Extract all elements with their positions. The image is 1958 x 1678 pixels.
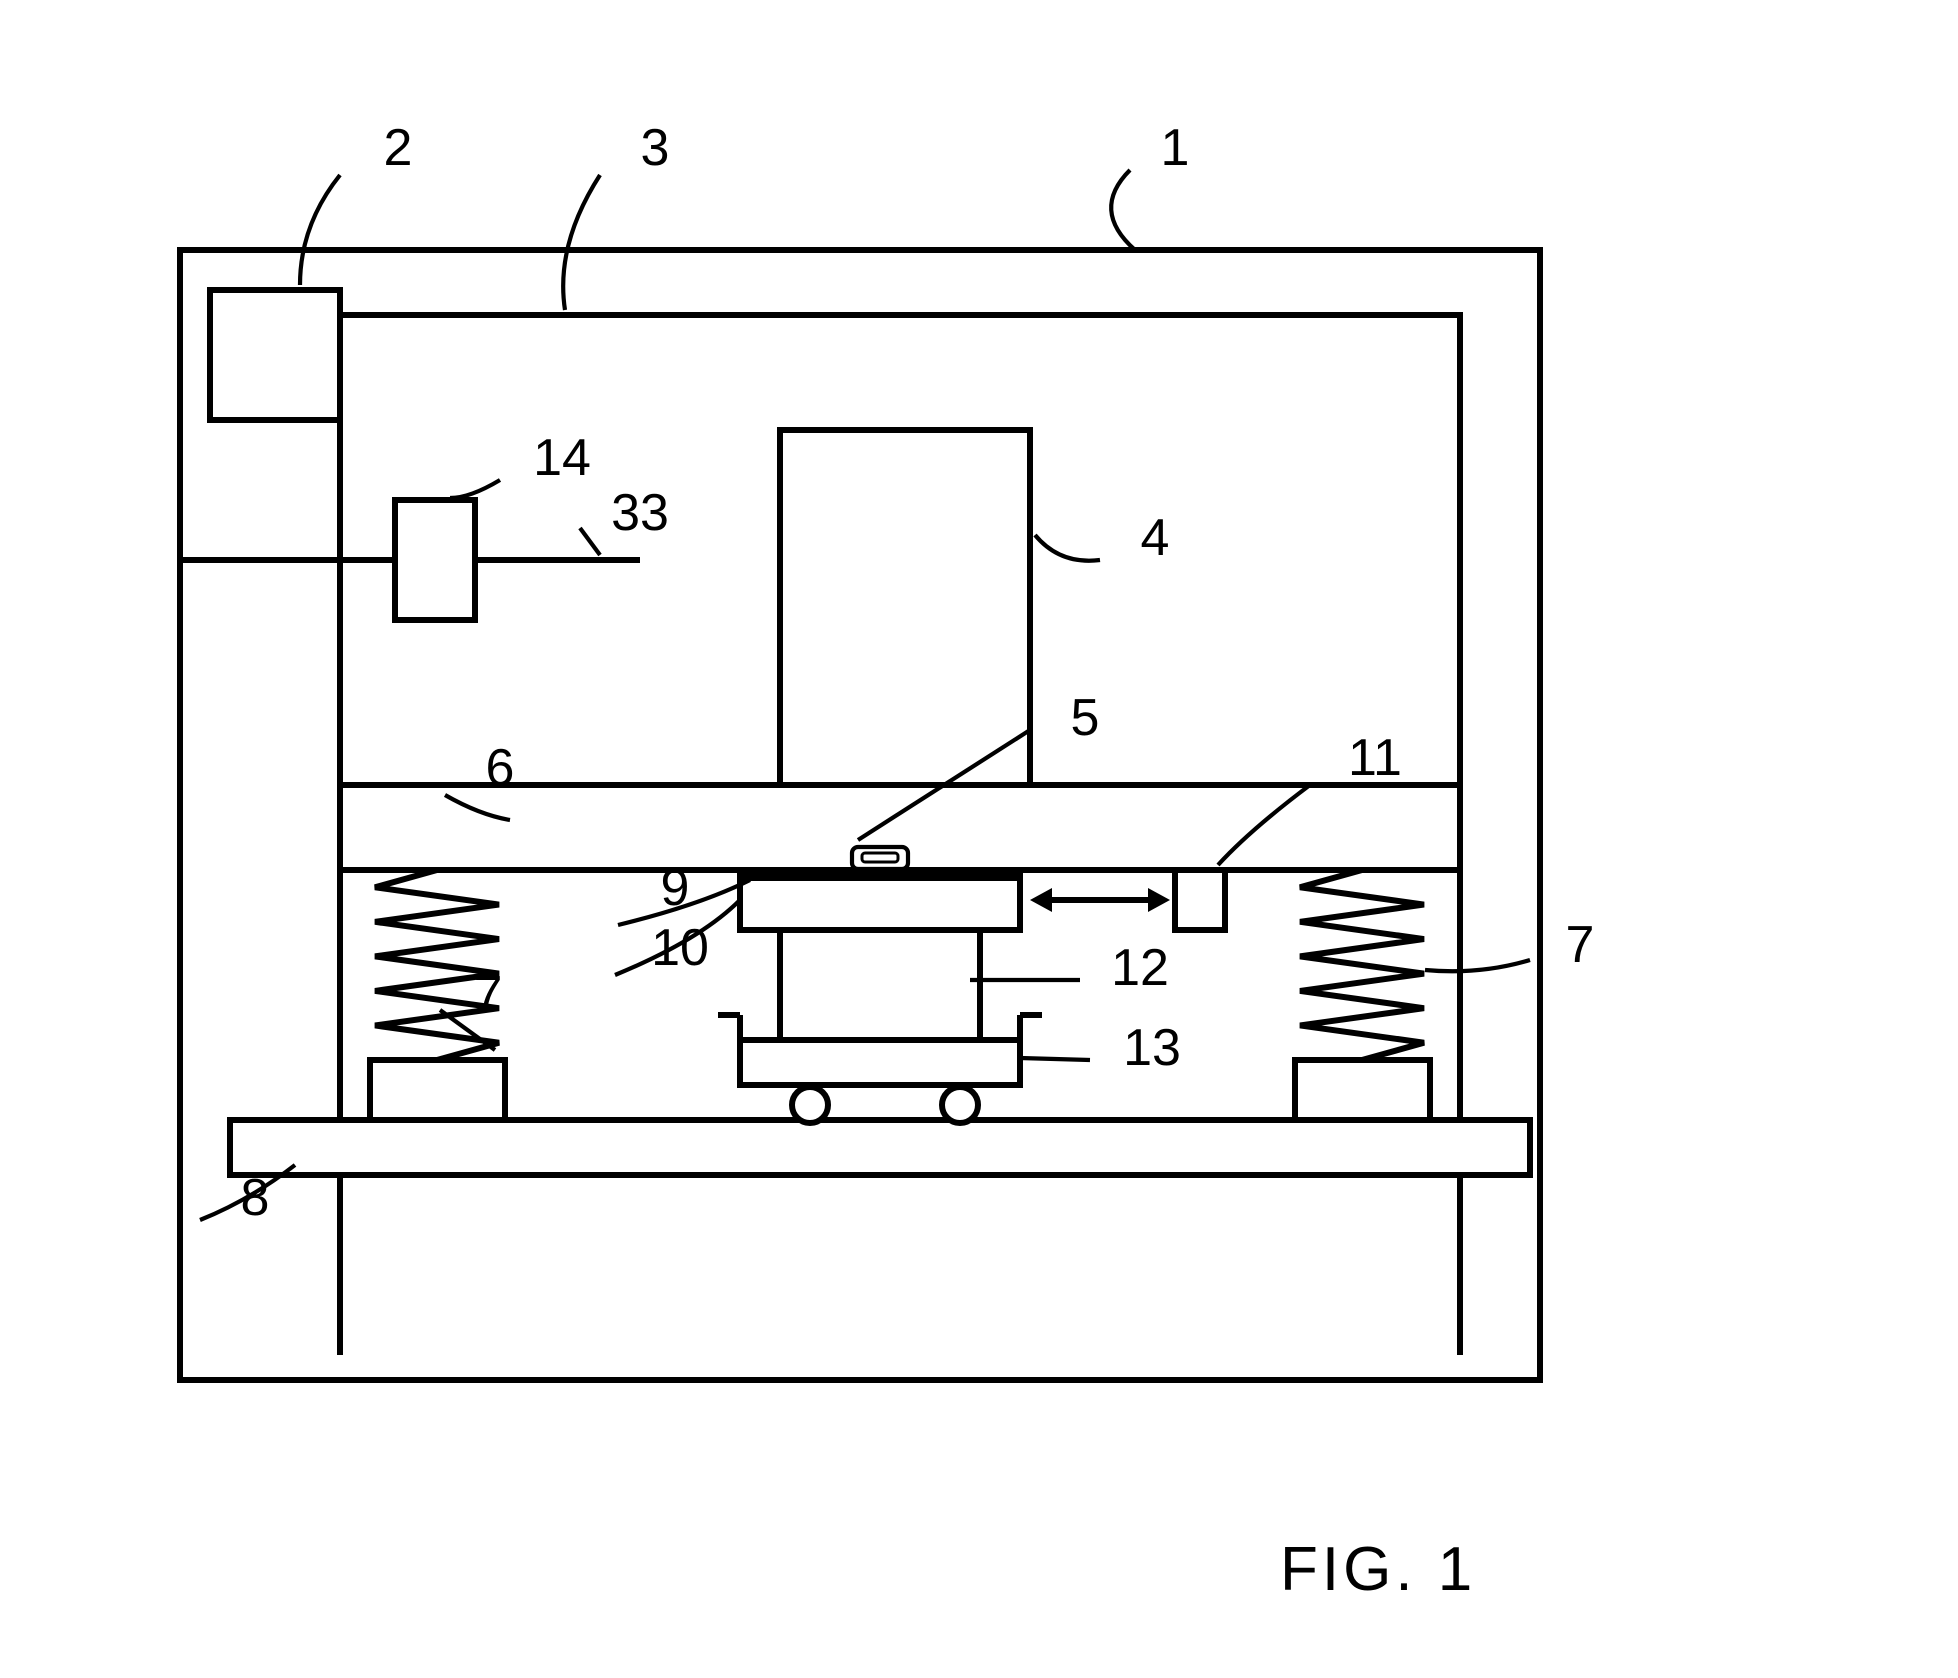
mount-body — [780, 930, 980, 1040]
label-4: 4 — [1141, 509, 1170, 567]
base-platform — [230, 1120, 1530, 1175]
leader-13 — [1020, 1058, 1090, 1060]
wheel-2 — [942, 1087, 978, 1123]
label-10: 10 — [651, 919, 709, 977]
spring-block-right — [1295, 1060, 1430, 1120]
spring-block-left — [370, 1060, 505, 1120]
label-2: 2 — [384, 119, 413, 177]
label-3: 3 — [641, 119, 670, 177]
control-box — [210, 290, 340, 420]
sample-inner — [862, 853, 898, 862]
label-11: 11 — [1348, 729, 1402, 787]
label-6: 6 — [486, 739, 515, 797]
label-13: 13 — [1123, 1019, 1181, 1077]
device-box — [395, 500, 475, 620]
label-14: 14 — [533, 429, 591, 487]
label-33: 33 — [611, 484, 669, 542]
figure-title: FIG. 1 — [1280, 1535, 1476, 1604]
label-12: 12 — [1111, 939, 1169, 997]
label-7: 7 — [1566, 916, 1595, 974]
sensor-box — [1175, 870, 1225, 930]
label-5: 5 — [1071, 689, 1100, 747]
label-7: 7 — [474, 966, 503, 1024]
figure-svg: 1234568910111213143377FIG. 1 — [0, 0, 1958, 1678]
label-8: 8 — [241, 1169, 270, 1227]
label-1: 1 — [1161, 119, 1190, 177]
label-9: 9 — [661, 859, 690, 917]
column — [780, 430, 1030, 785]
wheel-1 — [792, 1087, 828, 1123]
